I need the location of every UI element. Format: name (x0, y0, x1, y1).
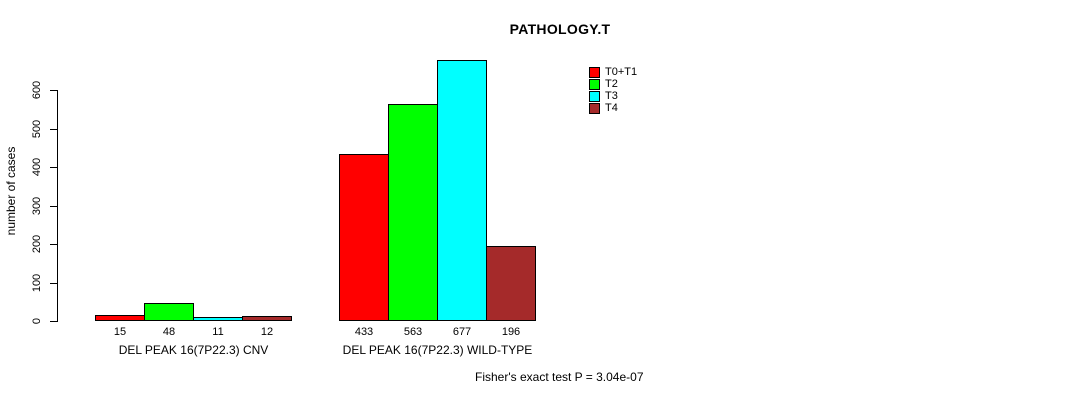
bar-value-label: 563 (403, 326, 423, 338)
bar-value-label: 11 (212, 326, 224, 338)
y-tick (50, 244, 57, 245)
bar (437, 60, 487, 321)
y-tick (50, 205, 57, 207)
y-tick (50, 90, 57, 91)
legend-label: T2 (605, 77, 618, 90)
bar (388, 104, 438, 321)
legend-swatch-icon (589, 66, 600, 78)
bar-value-label: 677 (452, 326, 472, 338)
group-label: DEL PEAK 16(7P22.3) CNV (118, 343, 269, 357)
y-tick-label: 0 (31, 317, 43, 325)
legend-label: T0+T1 (605, 65, 638, 78)
y-axis-line (57, 90, 58, 322)
legend: T0+T1 T2 T3 T4 (589, 66, 637, 115)
y-tick (50, 167, 57, 168)
bar-value-label: 433 (354, 326, 374, 338)
y-tick (50, 128, 57, 130)
y-tick-label: 400 (31, 157, 43, 177)
legend-swatch-icon (589, 91, 600, 103)
y-tick-label: 100 (31, 273, 43, 292)
legend-item: T0+T1 (589, 66, 637, 78)
legend-swatch-icon (589, 103, 600, 115)
bar-value-label: 48 (162, 326, 176, 338)
legend-item: T2 (589, 78, 637, 90)
bar-value-label: 15 (113, 326, 127, 338)
y-tick-label: 200 (31, 234, 43, 254)
group-label: DEL PEAK 16(7P22.3) WILD-TYPE (342, 343, 533, 357)
bar (95, 315, 145, 321)
legend-label: T4 (605, 102, 618, 115)
footnote-text: Fisher's exact test P = 3.04e-07 (475, 370, 644, 384)
y-tick (50, 321, 57, 322)
y-tick-label: 300 (31, 196, 43, 215)
y-axis-title: number of cases (4, 146, 18, 236)
legend-item: T3 (589, 91, 637, 103)
bar-value-label: 12 (260, 326, 274, 338)
bar (242, 316, 292, 321)
bar (193, 316, 243, 321)
bar (486, 245, 536, 321)
y-tick-label: 500 (31, 119, 43, 138)
y-tick (50, 282, 57, 284)
bar-value-label: 196 (501, 326, 521, 338)
chart-title: PATHOLOGY.T (509, 21, 611, 37)
legend-item: T4 (589, 103, 637, 115)
legend-label: T3 (605, 90, 618, 103)
legend-swatch-icon (589, 78, 600, 90)
y-tick-label: 600 (31, 80, 43, 100)
bar (339, 154, 389, 321)
bar (144, 302, 194, 321)
